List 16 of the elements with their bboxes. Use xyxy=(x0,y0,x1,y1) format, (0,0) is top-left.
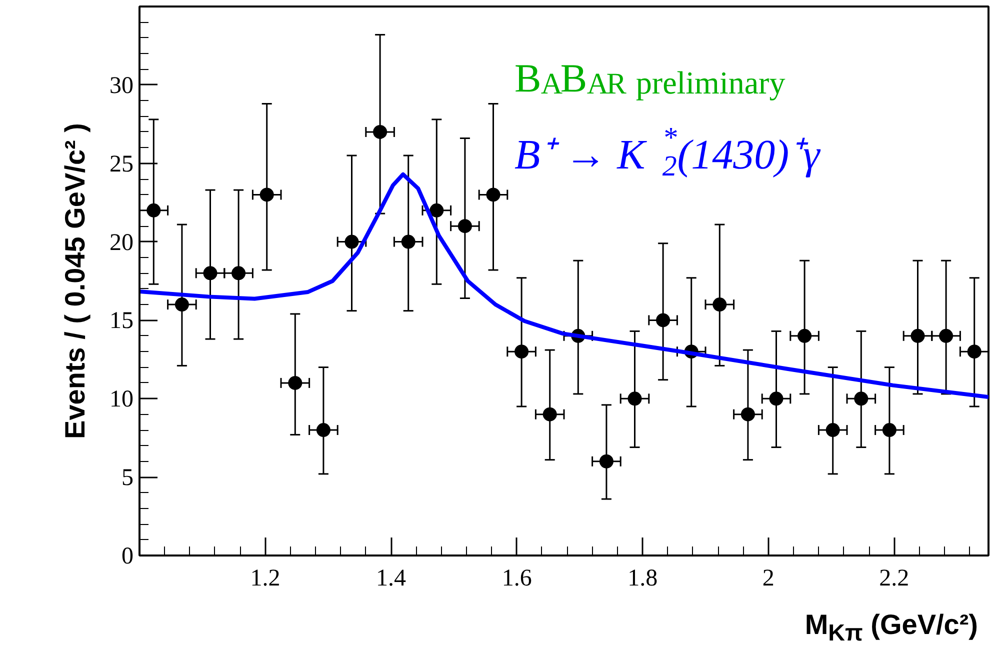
x-axis-title: M$_{Kπ}$ (GeV/c²) xyxy=(804,608,978,647)
x-tick-label: 1.8 xyxy=(628,566,658,592)
y-tick-label: 20 xyxy=(110,230,134,256)
y-tick-label: 5 xyxy=(122,465,134,492)
y-tick-label: 0 xyxy=(122,544,134,570)
x-tick-label: 1.6 xyxy=(502,566,532,592)
x-tick-label: 1.2 xyxy=(250,566,280,592)
y-tick-label: 25 xyxy=(110,151,134,178)
y-tick-label: 30 xyxy=(110,72,134,99)
y-axis-title: Events / ( 0.045 GeV/c² ) xyxy=(60,123,90,439)
x-tick-label: 2.2 xyxy=(879,566,910,592)
x-tick-label: 1.4 xyxy=(376,566,406,592)
annotation: BABAR preliminary xyxy=(514,56,786,100)
x-tick-label: 2 xyxy=(762,566,774,592)
y-tick-label: 15 xyxy=(110,308,134,334)
y-tick-label: 10 xyxy=(110,386,134,413)
